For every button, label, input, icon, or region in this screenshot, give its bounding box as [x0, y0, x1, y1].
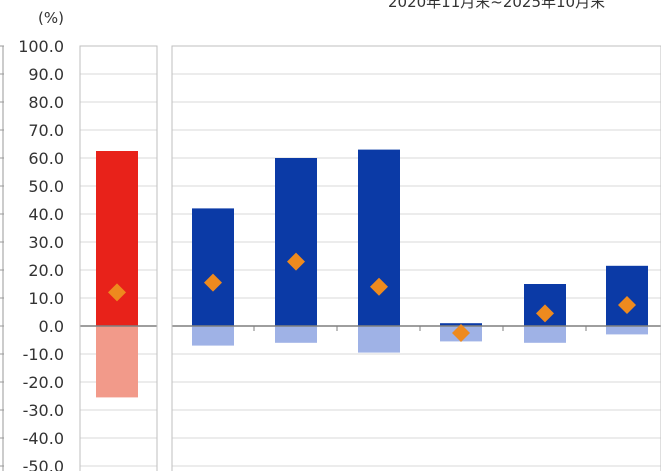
- bar-min: [524, 326, 566, 343]
- y-tick-label: -50.0: [23, 457, 64, 471]
- panel-frame: [171, 45, 661, 471]
- y-tick-label: 100.0: [18, 37, 64, 56]
- y-tick-label: 80.0: [28, 93, 64, 112]
- average-marker: [287, 252, 305, 271]
- y-tick-label: 10.0: [28, 289, 64, 308]
- y-tick-label: 90.0: [28, 65, 64, 84]
- average-marker: [452, 324, 470, 342]
- y-tick-label: 50.0: [28, 177, 64, 196]
- average-marker: [108, 283, 126, 302]
- y-tick-label: -40.0: [23, 429, 64, 448]
- bar-max: [606, 265, 648, 326]
- panel-frame: [79, 45, 158, 471]
- y-axis-unit: (%): [38, 9, 64, 27]
- y-tick-label: 20.0: [28, 261, 64, 280]
- period-label: 2020年11月末~2025年10月末: [388, 0, 606, 11]
- y-tick-label: 40.0: [28, 205, 64, 224]
- y-tick-label: 60.0: [28, 149, 64, 168]
- bar-min: [96, 326, 138, 398]
- y-tick-label: 0.0: [39, 317, 64, 336]
- y-tick-label: 70.0: [28, 121, 64, 140]
- bar-max: [192, 208, 234, 326]
- bar-min: [275, 326, 317, 343]
- y-tick-label: -30.0: [23, 401, 64, 420]
- bar-min: [192, 326, 234, 346]
- average-marker: [618, 296, 636, 314]
- bar-min: [606, 326, 648, 335]
- bar-max: [275, 158, 317, 326]
- y-tick-label: -10.0: [23, 345, 64, 364]
- y-tick-label: 30.0: [28, 233, 64, 252]
- average-marker: [536, 304, 554, 323]
- bar-max: [358, 149, 400, 326]
- bar-min: [358, 326, 400, 353]
- average-marker: [370, 277, 388, 296]
- y-tick-label: -20.0: [23, 373, 64, 392]
- average-marker: [204, 273, 222, 292]
